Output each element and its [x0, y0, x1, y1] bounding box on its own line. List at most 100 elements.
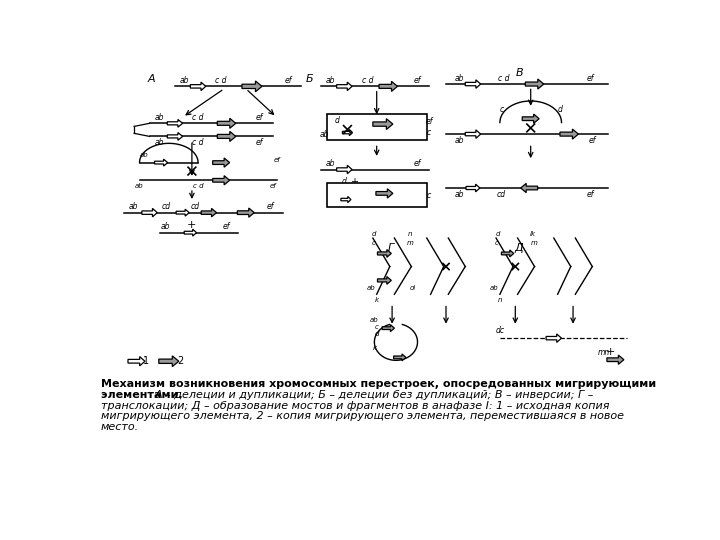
Text: ab: ab — [320, 130, 329, 139]
Polygon shape — [184, 229, 197, 236]
Text: c d: c d — [215, 77, 226, 85]
Text: n: n — [408, 231, 412, 237]
Polygon shape — [522, 114, 539, 123]
FancyBboxPatch shape — [327, 114, 427, 140]
Text: m: m — [531, 240, 537, 246]
Text: ab: ab — [490, 285, 499, 291]
Text: ab: ab — [454, 74, 464, 83]
Text: c d: c d — [498, 74, 510, 83]
Text: d: d — [374, 332, 379, 338]
Polygon shape — [379, 82, 397, 91]
Polygon shape — [465, 130, 481, 138]
Text: Б: Б — [306, 73, 313, 84]
Text: ab: ab — [129, 202, 138, 211]
Text: d: d — [372, 231, 377, 237]
Text: c d: c d — [192, 138, 204, 147]
Polygon shape — [343, 130, 353, 136]
Text: ef: ef — [587, 190, 595, 199]
Polygon shape — [212, 158, 230, 167]
Text: ef: ef — [284, 77, 292, 85]
Text: ef: ef — [256, 113, 264, 122]
Polygon shape — [167, 132, 183, 140]
Text: cd: cd — [161, 202, 171, 211]
Polygon shape — [142, 208, 157, 217]
Text: 2: 2 — [177, 356, 184, 366]
Text: ef: ef — [269, 184, 276, 190]
Text: k: k — [374, 296, 379, 302]
Text: ab: ab — [140, 152, 148, 158]
Polygon shape — [341, 197, 351, 202]
Polygon shape — [190, 82, 206, 91]
Polygon shape — [546, 334, 562, 342]
Polygon shape — [128, 356, 145, 366]
Text: мигрирующего элемента, 2 – копия мигрирующего элемента, переместившаяся в новое: мигрирующего элемента, 2 – копия мигриру… — [101, 411, 624, 421]
Text: ab: ab — [155, 113, 164, 122]
Text: n: n — [498, 296, 502, 302]
Text: +: + — [606, 347, 615, 357]
Text: ab: ab — [161, 222, 171, 231]
Text: c d: c d — [361, 77, 373, 85]
Polygon shape — [377, 249, 392, 257]
Text: +: + — [187, 220, 197, 230]
Polygon shape — [176, 209, 189, 216]
Text: cd: cd — [497, 190, 506, 199]
Text: А: А — [148, 73, 156, 84]
Text: mn: mn — [598, 348, 610, 356]
Polygon shape — [337, 82, 352, 91]
Polygon shape — [377, 276, 392, 284]
Text: ab: ab — [135, 184, 144, 190]
Text: d: d — [342, 177, 347, 186]
Polygon shape — [201, 208, 217, 217]
Text: ab: ab — [454, 190, 464, 199]
Text: элементами.: элементами. — [101, 390, 186, 400]
Text: +: + — [350, 177, 358, 187]
Text: c d: c d — [193, 184, 203, 190]
Text: d: d — [334, 116, 339, 125]
Text: ab: ab — [155, 138, 164, 147]
Text: ol: ol — [410, 285, 416, 291]
Text: c: c — [499, 105, 503, 114]
Polygon shape — [238, 208, 254, 217]
Text: d: d — [495, 231, 500, 237]
Text: c d: c d — [192, 113, 204, 122]
Text: Механизм возникновения хромосомных перестроек, опосредованных мигрирующими: Механизм возникновения хромосомных перес… — [101, 379, 656, 389]
Text: 1: 1 — [143, 356, 150, 366]
Polygon shape — [560, 129, 578, 139]
Text: ef: ef — [414, 159, 421, 168]
Text: k: k — [372, 345, 377, 351]
Polygon shape — [526, 79, 544, 89]
Text: c: c — [372, 240, 376, 246]
Text: ab: ab — [325, 77, 336, 85]
Text: ef: ef — [426, 117, 433, 126]
Polygon shape — [607, 355, 624, 364]
Polygon shape — [521, 184, 538, 193]
Polygon shape — [212, 176, 230, 185]
Text: ef: ef — [414, 77, 421, 85]
Text: ef: ef — [256, 138, 264, 147]
Polygon shape — [167, 119, 183, 127]
Text: ab: ab — [454, 136, 464, 145]
Text: место.: место. — [101, 422, 139, 432]
Text: ab: ab — [179, 77, 189, 85]
Polygon shape — [466, 184, 480, 192]
Text: dc: dc — [495, 326, 505, 335]
Text: c: c — [427, 191, 431, 200]
Polygon shape — [217, 131, 235, 141]
Text: ef: ef — [273, 157, 280, 163]
Text: ef: ef — [266, 202, 274, 211]
Polygon shape — [155, 159, 168, 166]
Polygon shape — [501, 250, 514, 257]
Polygon shape — [376, 189, 393, 198]
Text: ef: ef — [589, 136, 596, 145]
Polygon shape — [337, 165, 352, 174]
Text: Г: Г — [387, 243, 394, 253]
Polygon shape — [217, 118, 235, 129]
Polygon shape — [242, 81, 262, 92]
Text: А – делеции и дупликации; Б – делеции без дупликаций; В – инверсии; Г –: А – делеции и дупликации; Б – делеции бе… — [155, 390, 594, 400]
Polygon shape — [394, 354, 406, 361]
Text: транслокации; Д – образование мостов и фрагментов в анафазе I: 1 – исходная копи: транслокации; Д – образование мостов и ф… — [101, 401, 610, 410]
Polygon shape — [382, 325, 395, 332]
Text: Д: Д — [515, 243, 523, 253]
Text: lk: lk — [530, 231, 536, 237]
Text: ab: ab — [325, 159, 336, 168]
